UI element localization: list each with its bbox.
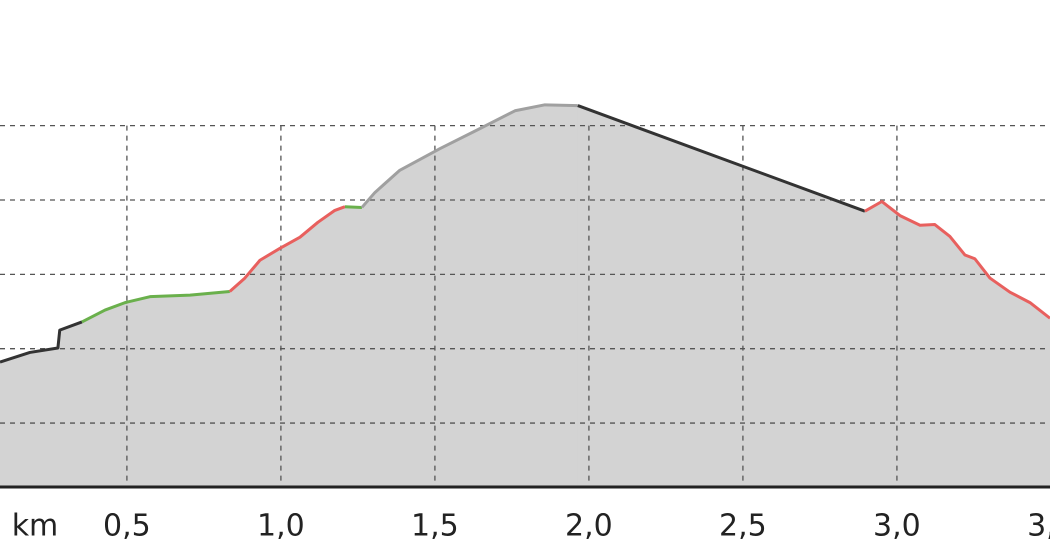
x-axis-label: km: [12, 509, 59, 544]
profile-line: [0, 320, 83, 364]
x-tick-label: 2,0: [565, 509, 613, 544]
area-fill: [577, 104, 866, 488]
x-tick-label: 3,0: [873, 509, 921, 544]
profile-line: [228, 205, 346, 293]
x-tick-label: 3,5: [1027, 509, 1050, 544]
area-fill: [361, 104, 579, 488]
area-fill: [229, 205, 346, 488]
area-fill: [81, 290, 231, 488]
profile-line: [577, 104, 866, 213]
profile-line: [360, 103, 578, 209]
area-fill: [0, 321, 83, 488]
x-tick-label: 1,5: [411, 509, 459, 544]
profile-line: [81, 289, 230, 324]
x-tick-label: 0,5: [103, 509, 151, 544]
profile-line: [864, 199, 1050, 320]
profile-line: [344, 205, 362, 209]
x-tick-label: 2,5: [719, 509, 767, 544]
area-fill: [344, 206, 363, 488]
x-tick-label: 1,0: [257, 509, 305, 544]
